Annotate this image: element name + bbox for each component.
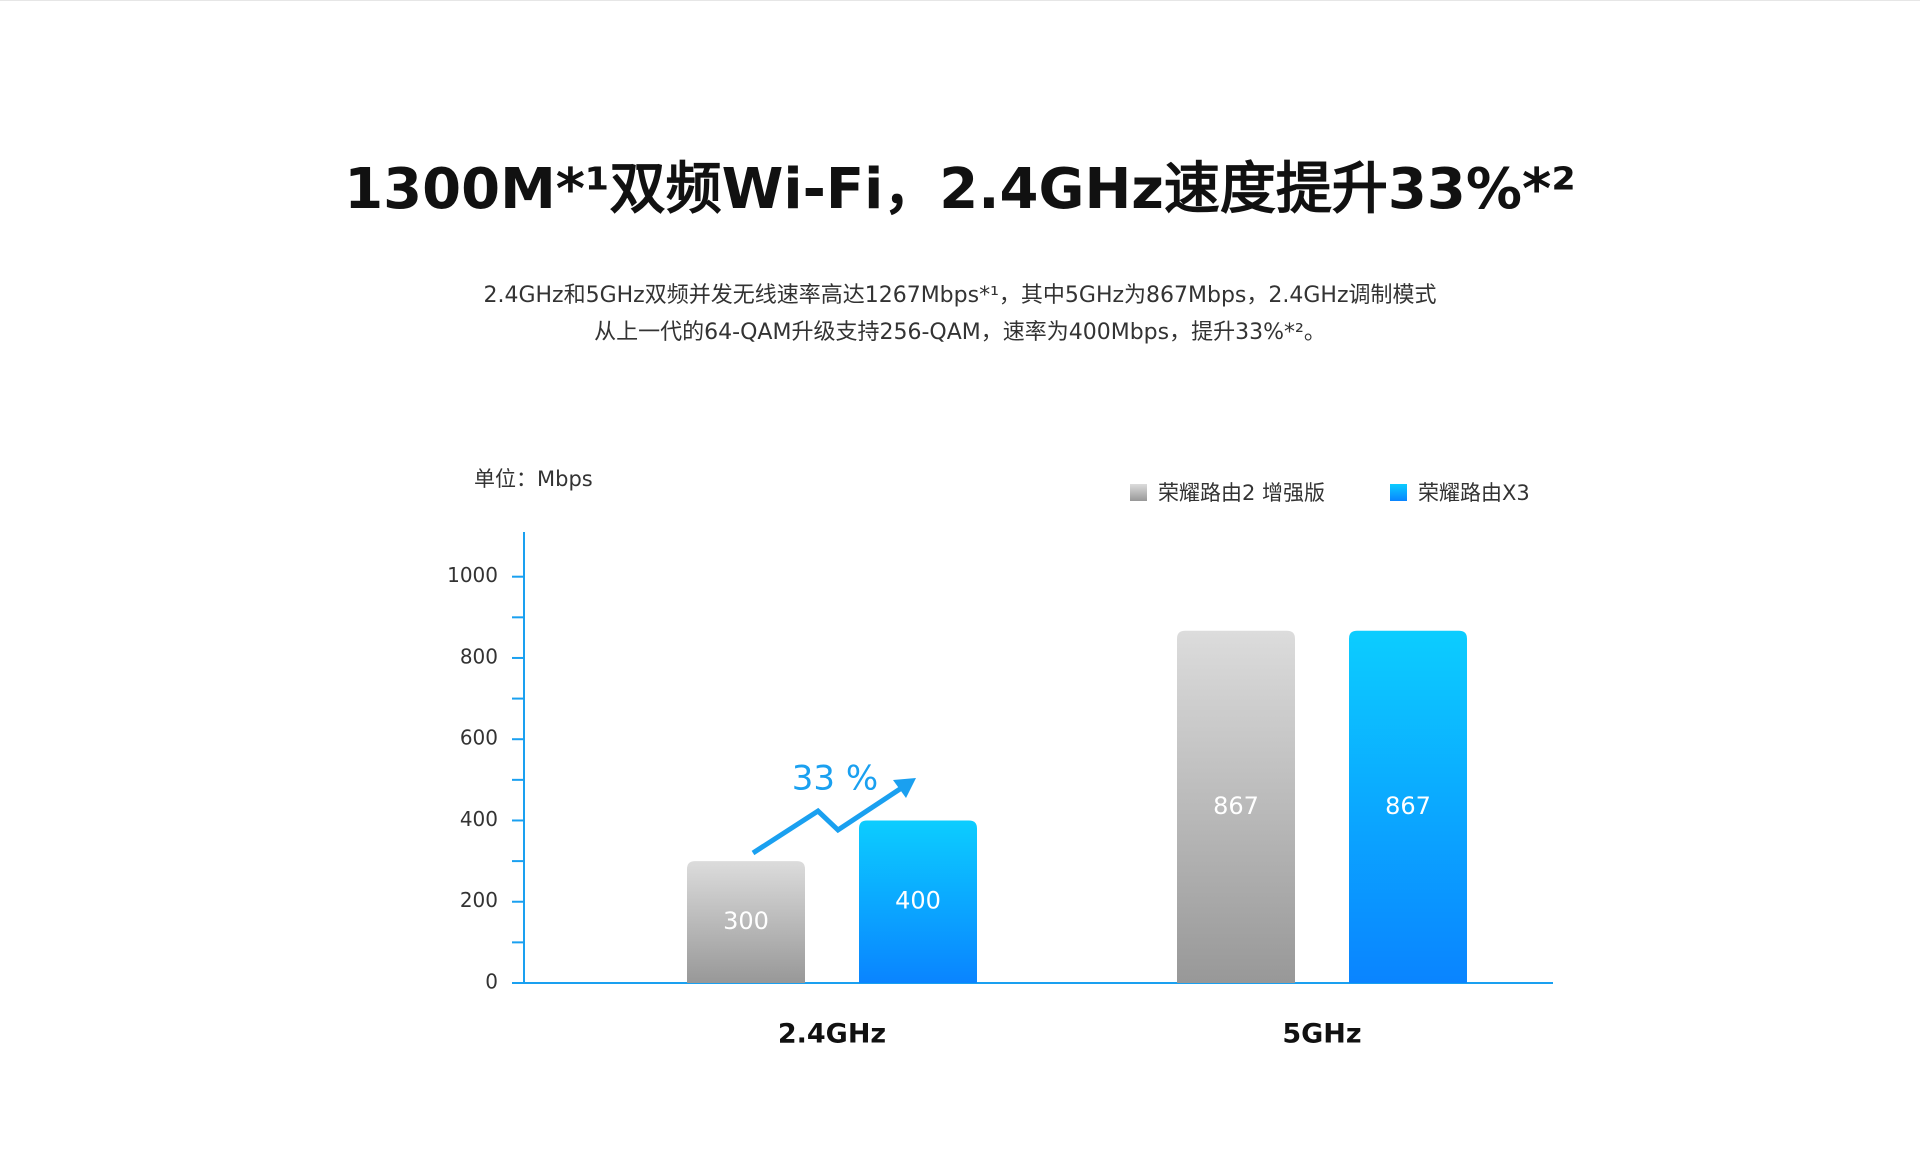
y-tick-label: 200 bbox=[460, 888, 498, 912]
value-label: 300 bbox=[723, 907, 769, 935]
bar bbox=[1177, 630, 1295, 983]
y-axis-label: 单位：Mbps bbox=[474, 467, 593, 491]
value-label: 867 bbox=[1213, 792, 1259, 820]
legend-swatch bbox=[1390, 484, 1407, 501]
annotation: 33 % bbox=[792, 759, 878, 799]
subtitle: 2.4GHz和5GHz双频并发无线速率高达1267Mbps*¹，其中5GHz为8… bbox=[483, 283, 1436, 308]
y-tick-label: 600 bbox=[460, 726, 498, 750]
legend-label: 荣耀路由2 增强版 bbox=[1158, 481, 1325, 505]
y-tick-label: 1000 bbox=[447, 563, 498, 587]
x-tick-label: 2.4GHz bbox=[778, 1019, 886, 1050]
legend-swatch bbox=[1130, 484, 1147, 501]
bar bbox=[1349, 630, 1467, 983]
bar bbox=[859, 820, 977, 983]
x-tick-label: 5GHz bbox=[1282, 1019, 1361, 1050]
y-tick-label: 400 bbox=[460, 807, 498, 831]
bar bbox=[687, 861, 805, 983]
annotation-arrow bbox=[751, 786, 902, 856]
value-label: 867 bbox=[1385, 792, 1431, 820]
legend-label: 荣耀路由X3 bbox=[1418, 481, 1530, 505]
value-label: 400 bbox=[895, 887, 941, 915]
annotation-arrowhead bbox=[893, 778, 916, 798]
subtitle: 从上一代的64-QAM升级支持256-QAM，速率为400Mbps，提升33%*… bbox=[594, 320, 1326, 345]
chart-title: 1300M*¹双频Wi-Fi，2.4GHz速度提升33%*² bbox=[344, 157, 1576, 222]
y-tick-label: 0 bbox=[485, 970, 498, 994]
y-tick-label: 800 bbox=[460, 644, 498, 668]
